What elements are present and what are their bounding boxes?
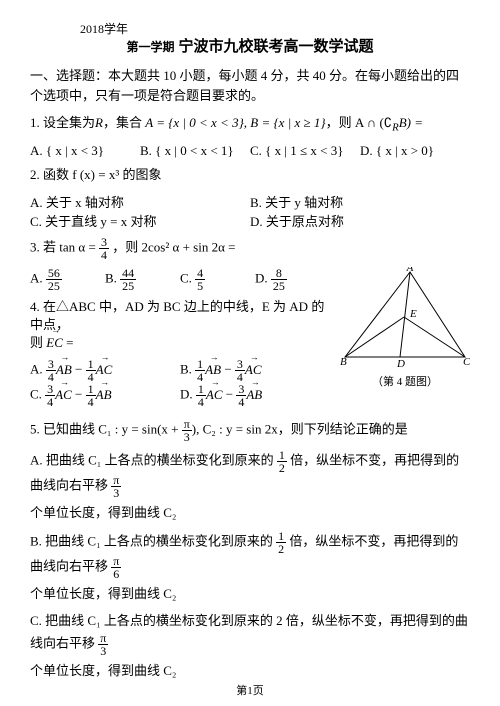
q4-d-op: −	[223, 387, 237, 402]
q3-b-label: B.	[105, 270, 117, 285]
q4-c-v1: AC	[55, 386, 72, 404]
question-3: 3. 若 tan α = 34 ，则 2cos² α + sin 2α =	[30, 236, 470, 261]
q1-opt-b: B. { x | 0 < x < 1}	[140, 143, 250, 159]
q2-opt-d: D. 关于原点对称	[250, 211, 470, 230]
q3-c-den: 5	[195, 280, 205, 292]
q5-prefix: 5. 已知曲线 C₁ : y = sin(x +	[30, 422, 182, 437]
q3-tan-frac: 34	[99, 236, 109, 261]
q5-b-tail: 个单位长度，得到曲线 C₂	[30, 584, 470, 605]
q4-d-c2d: 4	[236, 396, 246, 408]
q3-opt-c: C. 45	[180, 267, 255, 292]
q4-c-label: C.	[30, 387, 45, 402]
q3-d-den: 25	[271, 280, 287, 292]
q3-a-label: A.	[30, 270, 43, 285]
q3-c-num: 4	[195, 267, 205, 280]
q4-d-v2: AB	[246, 386, 262, 404]
question-2: 2. 函数 f (x) = x³ 的图象	[30, 165, 470, 186]
q3-a-num: 56	[46, 267, 62, 280]
q3-d-num: 8	[271, 267, 287, 280]
question-1: 1. 设全集为R，集合 A = {x | 0 < x < 3}, B = {x …	[30, 113, 470, 137]
q3-c-label: C.	[180, 270, 192, 285]
q3-options: A. 5625 B. 4425 C. 45 D. 825	[30, 267, 330, 292]
label-A: A	[406, 267, 414, 274]
q1-stem-prefix: 1. 设全集为	[30, 115, 95, 130]
q4-a-op: −	[72, 362, 86, 377]
q5-a-prefix: A. 把曲线 C₁ 上各点的横坐标变化到原来的	[30, 453, 277, 468]
label-C: C	[463, 356, 470, 367]
q5-c-sn: π	[98, 632, 108, 645]
q5-c-tail: 个单位长度，得到曲线 C₂	[30, 661, 470, 682]
section-1-intro: 一、选择题：本大题共 10 小题，每小题 4 分，共 40 分。在每小题给出的四…	[30, 66, 470, 105]
q3-a-den: 25	[46, 280, 62, 292]
q3-opt-d: D. 825	[255, 267, 330, 292]
q5-a-tail: 个单位长度，得到曲线 C₂	[30, 503, 470, 524]
header-semester: 第一学期	[126, 38, 174, 55]
q2-opt-a: A. 关于 x 轴对称	[30, 192, 250, 211]
q5-c-prefix: C. 把曲线 C₁ 上各点的横坐标变化到原来的 2 倍，纵坐标不变，再把得到的曲…	[30, 613, 468, 650]
q1-suffix: ，则 A ∩ (∁	[326, 115, 392, 130]
q5-opt-a: A. 把曲线 C₁ 上各点的横坐标变化到原来的 12 倍，纵坐标不变，再把得到的…	[30, 449, 470, 524]
q2-opt-b: B. 关于 y 轴对称	[250, 192, 470, 211]
q1-opt-d: D. { x | x > 0}	[360, 143, 470, 159]
q3-tan-den: 4	[99, 249, 109, 261]
q4-line1: 4. 在△ABC 中，AD 为 BC 边上的中线，E 为 AD 的中点，	[30, 299, 324, 332]
q1-opt-c: C. { x | 1 ≤ x < 3}	[250, 143, 360, 159]
label-D: D	[396, 358, 405, 367]
q5-opt-b: B. 把曲线 C₁ 上各点的横坐标变化到原来的 12 倍，纵坐标不变，再把得到的…	[30, 530, 470, 605]
q3-opt-b: B. 4425	[105, 267, 180, 292]
q4-vec-ec: EC	[46, 334, 63, 352]
q1-R2: R	[392, 122, 399, 134]
q1-sets: A = {x | 0 < x < 3}, B = {x | x ≥ 1}	[145, 115, 325, 130]
q4-c-op: −	[72, 387, 86, 402]
q3-opt-a: A. 5625	[30, 267, 105, 292]
q2-options: A. 关于 x 轴对称 B. 关于 y 轴对称 C. 关于直线 y = x 对称…	[30, 192, 470, 230]
triangle-svg: A B C D E	[340, 267, 470, 367]
q4-figure: A B C D E （第 4 题图）	[340, 267, 470, 389]
q3-b-den: 25	[120, 280, 136, 292]
q4-a-label: A.	[30, 362, 46, 377]
q5-b-prefix: B. 把曲线 C₁ 上各点的横坐标变化到原来的	[30, 534, 276, 549]
q3-b-num: 44	[120, 267, 136, 280]
q4-c-c1d: 4	[45, 396, 55, 408]
label-B: B	[340, 356, 347, 367]
q4-c-v2: AB	[96, 386, 112, 404]
page-footer: 第1页	[0, 682, 500, 698]
label-E: E	[409, 308, 417, 320]
q3-tan-num: 3	[99, 236, 109, 249]
q4-opt-c: C. 34AC − 14AB	[30, 383, 180, 408]
q4-c-c2d: 4	[86, 396, 96, 408]
q1-R: R	[95, 115, 103, 130]
q4-d-label: D.	[180, 387, 196, 402]
q1-B: B) =	[399, 115, 423, 130]
q4-options: A. 34AB − 14AC B. 14AB − 34AC C. 34AC − …	[30, 358, 330, 408]
q3-suffix: ，则 2cos² α + sin 2α =	[112, 239, 235, 254]
q5-pi3-d: 3	[182, 431, 192, 443]
q5-c-sd: 3	[98, 645, 108, 657]
q5-opt-c: C. 把曲线 C₁ 上各点的横坐标变化到原来的 2 倍，纵坐标不变，再把得到的曲…	[30, 611, 470, 682]
q4-line2: 则	[30, 335, 46, 350]
q4-opt-d: D. 14AC − 34AB	[180, 383, 330, 408]
q4-caption: （第 4 题图）	[340, 373, 470, 389]
q4-b-label: B.	[180, 362, 195, 377]
q5-b-half-d: 2	[276, 543, 286, 555]
q3-d-label: D.	[255, 270, 268, 285]
q1-opt-a: A. { x | x < 3}	[30, 143, 140, 159]
title-text: 宁波市九校联考高一数学试题	[179, 39, 374, 55]
q5-a-sd: 3	[111, 487, 121, 499]
q4-d-v1: AC	[206, 386, 223, 404]
q1-stem-mid: ，集合	[103, 115, 145, 130]
header-title: 第一学期宁波市九校联考高一数学试题	[30, 35, 470, 56]
q2-opt-c: C. 关于直线 y = x 对称	[30, 211, 250, 230]
q5-half-d: 2	[277, 462, 287, 474]
q4-b-op: −	[221, 362, 235, 377]
q5-mid: ), C₂ : y = sin 2x，则下列结论正确的是	[192, 422, 408, 437]
q1-options: A. { x | x < 3} B. { x | 0 < x < 1} C. {…	[30, 143, 470, 159]
question-5: 5. 已知曲线 C₁ : y = sin(x + π3), C₂ : y = s…	[30, 418, 470, 443]
q4-d-c1d: 4	[196, 396, 206, 408]
q4-eq: =	[63, 335, 74, 350]
q3-prefix: 3. 若 tan α =	[30, 239, 99, 254]
q5-b-sd: 6	[111, 568, 121, 580]
